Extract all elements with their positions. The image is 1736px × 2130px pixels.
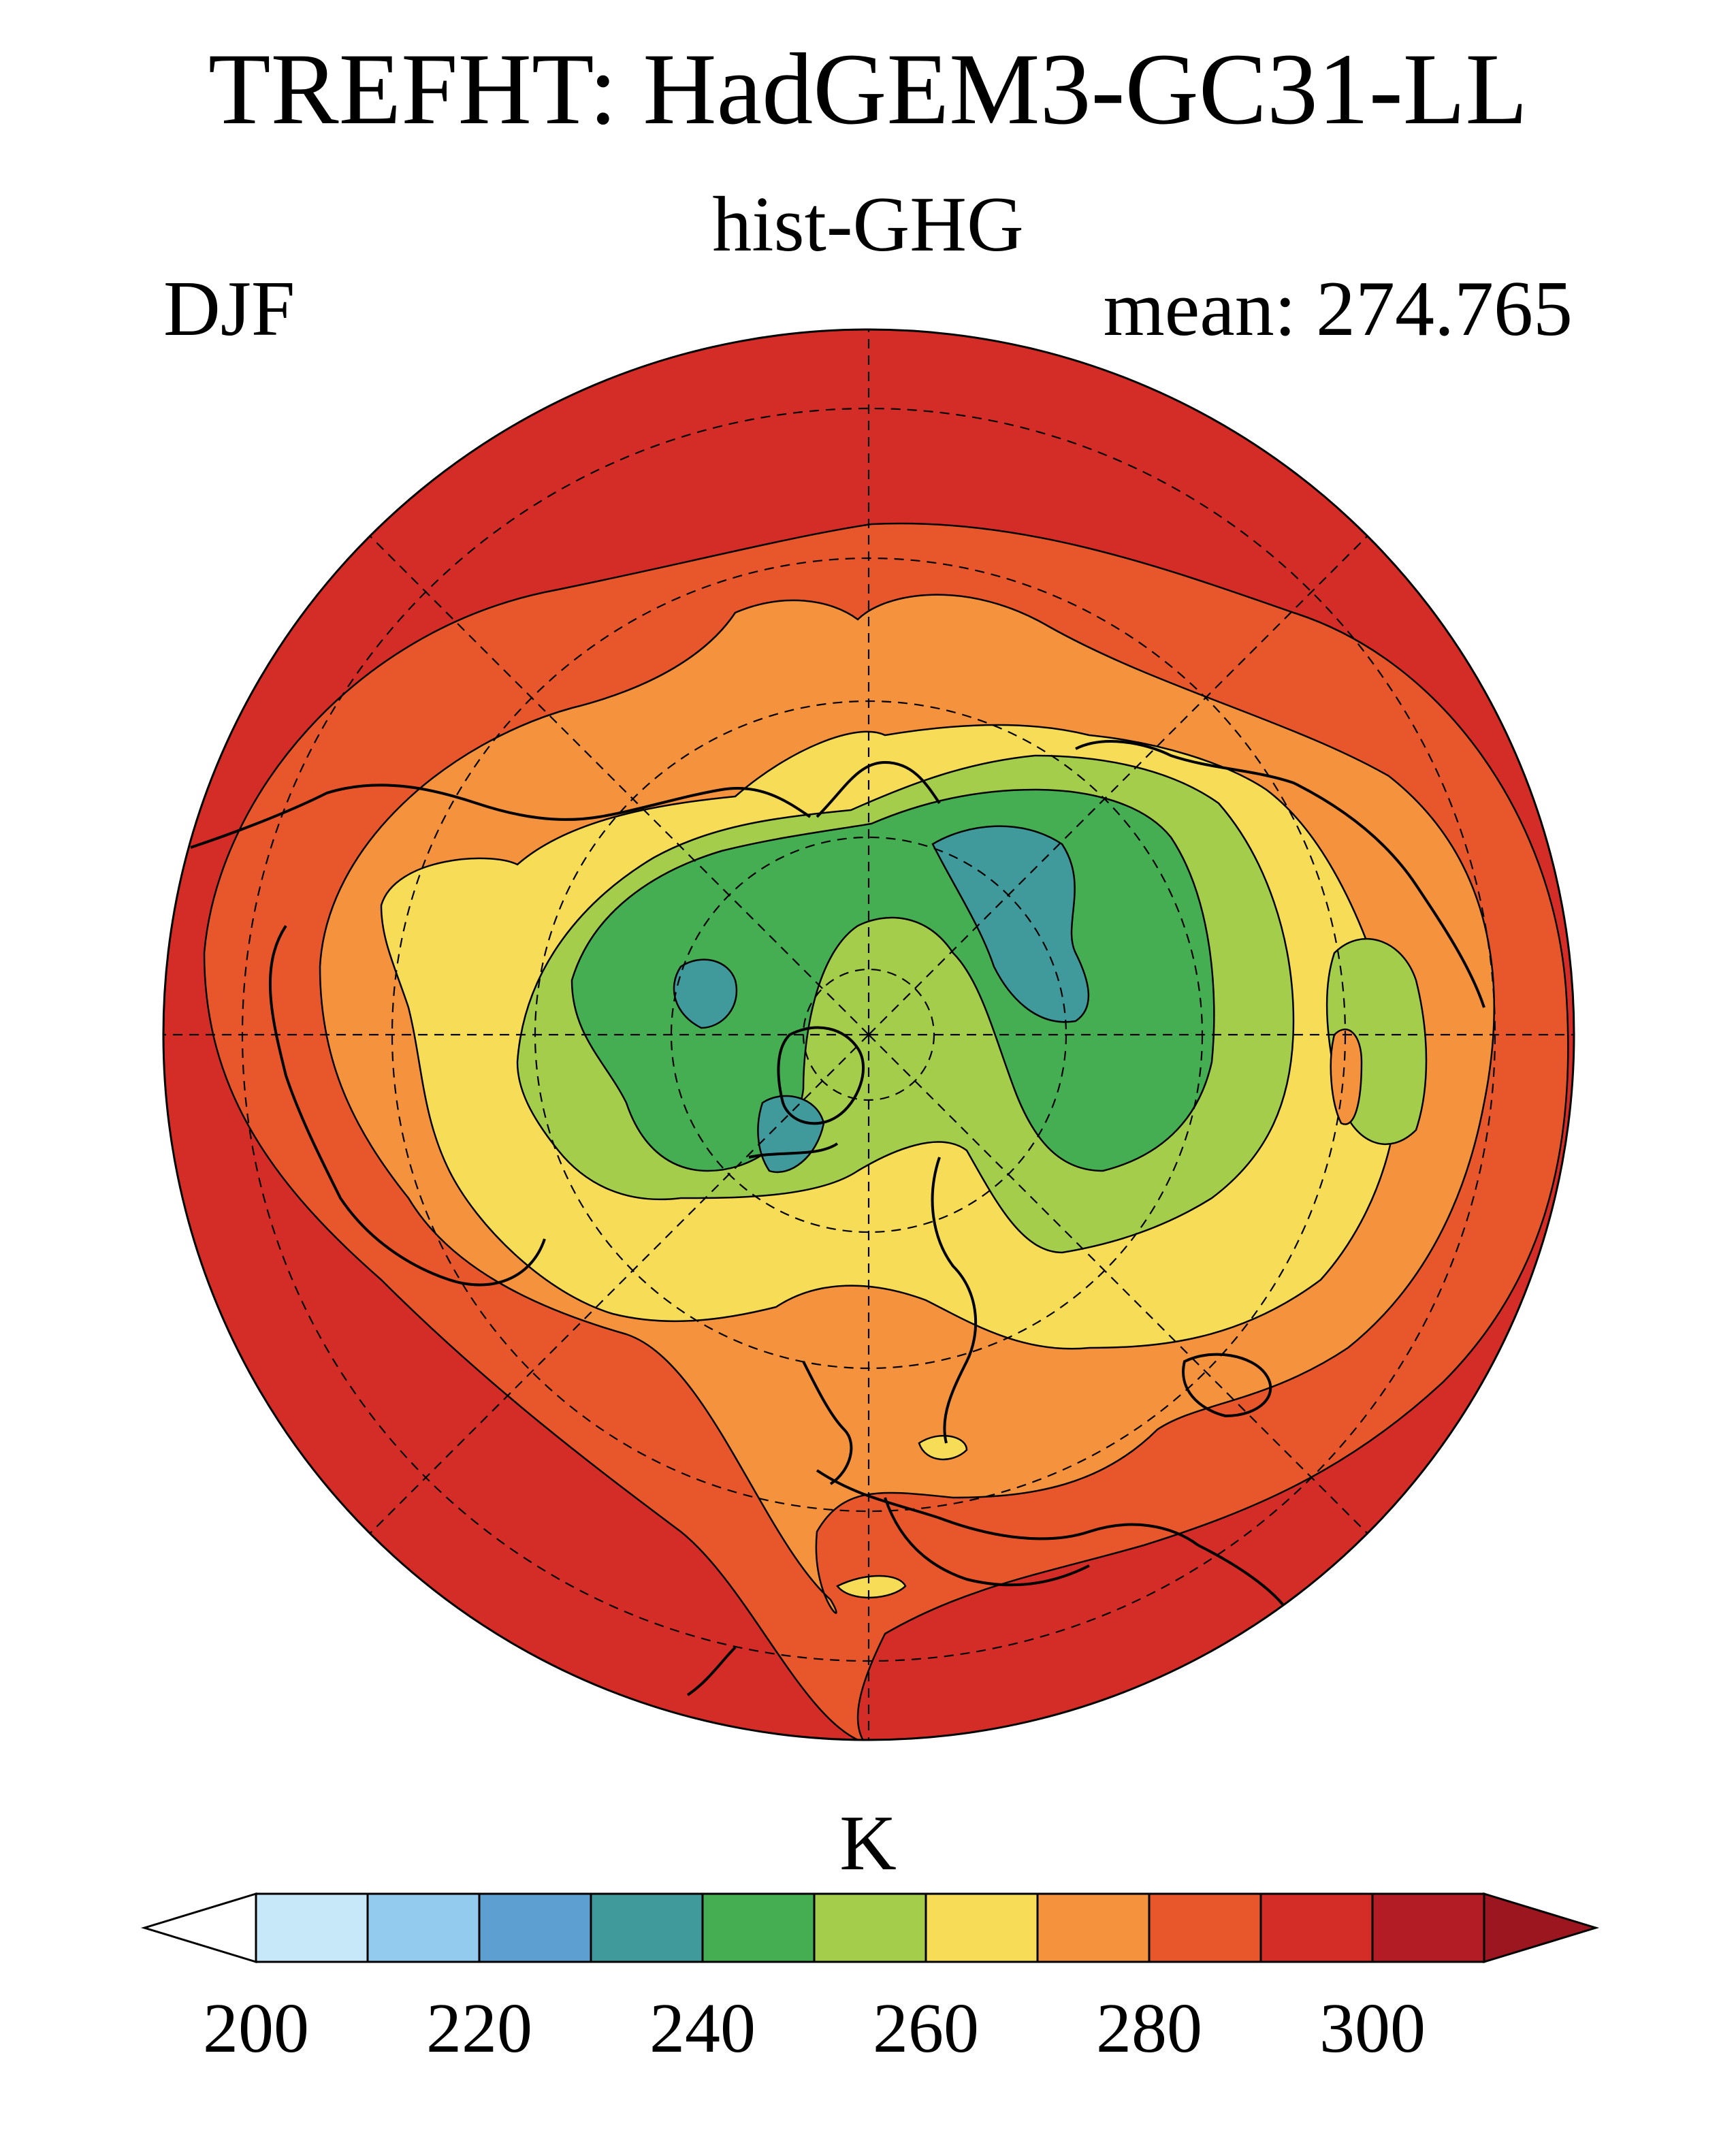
band-280-patch [1330, 1029, 1363, 1125]
coastlines [190, 740, 1485, 1696]
colorbar-box-250 [813, 1892, 927, 1963]
colorbar-box-270 [1036, 1892, 1151, 1963]
chart-subtitle: hist-GHG [712, 181, 1024, 268]
colorbar-box-280 [1148, 1892, 1262, 1963]
colorbar-tick-260: 260 [873, 1989, 979, 2067]
colorbar-over-triangle [1483, 1892, 1600, 1964]
band-240 [931, 825, 1090, 1023]
colorbar-tick-280: 280 [1096, 1989, 1202, 2067]
colorbar-box-240 [701, 1892, 816, 1963]
band-270-patch-b [836, 1575, 907, 1599]
colorbar-tick-240: 240 [649, 1989, 756, 2067]
pole-marker [863, 1029, 874, 1040]
band-270-patch [918, 1434, 968, 1461]
colorbar-tick-300: 300 [1319, 1989, 1426, 2067]
map-border [162, 328, 1575, 1741]
chart-title: TREFHT: HadGEM3-GC31-LL [208, 33, 1528, 146]
meridian-135w [369, 535, 869, 1035]
colorbar-box-230 [590, 1892, 704, 1963]
colorbar-box-290 [1259, 1892, 1374, 1963]
meridian-45e [868, 1034, 1368, 1534]
colorbar-box-300 [1371, 1892, 1485, 1963]
colorbar-tick-200: 200 [203, 1989, 309, 2067]
colorbar-box-220 [478, 1892, 592, 1963]
colorbar-units-label: K [839, 1800, 897, 1887]
colorbar-tick-220: 220 [426, 1989, 532, 2067]
season-label: DJF [163, 265, 295, 353]
colorbar-box-260 [925, 1892, 1039, 1963]
colorbar-boxes [255, 1892, 1485, 1963]
meridian-45w [369, 1034, 869, 1534]
colorbar-box-200 [255, 1892, 369, 1963]
mean-label: mean: 274.765 [1103, 265, 1573, 353]
colorbar-under-triangle [140, 1892, 257, 1964]
graticule [163, 329, 1574, 1740]
meridian-135e [868, 535, 1368, 1035]
colorbar-box-210 [366, 1892, 481, 1963]
